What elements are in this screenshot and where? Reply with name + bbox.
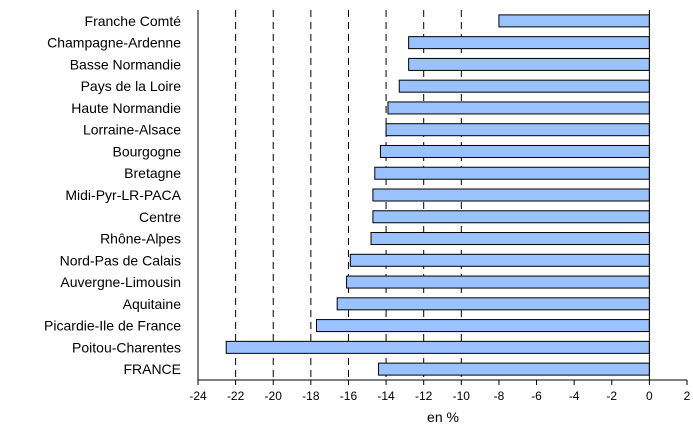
- x-tick-label: -2: [606, 389, 617, 403]
- bars: [225, 14, 650, 376]
- x-tick-label: -12: [415, 389, 433, 403]
- x-tick-label: -22: [227, 389, 245, 403]
- bar: [372, 188, 650, 202]
- category-label: Aquitaine: [123, 296, 182, 312]
- bar: [498, 14, 650, 28]
- bar: [387, 101, 650, 115]
- bar: [346, 275, 650, 289]
- x-tick-label: -16: [340, 389, 358, 403]
- category-label: Bourgogne: [112, 143, 181, 159]
- category-label: Poitou-Charentes: [72, 339, 181, 355]
- category-label: Champagne-Ardenne: [47, 35, 181, 51]
- category-label: Pays de la Loire: [81, 78, 182, 94]
- category-label: Haute Normandie: [71, 100, 181, 116]
- bar: [408, 36, 650, 50]
- x-axis-title: en %: [427, 409, 459, 425]
- category-label: Basse Normandie: [70, 56, 181, 72]
- category-label: Franche Comté: [85, 13, 182, 29]
- category-label: Centre: [139, 209, 181, 225]
- category-label: Bretagne: [124, 165, 181, 181]
- x-tick-label: 2: [684, 389, 691, 403]
- category-label: Rhône-Alpes: [100, 231, 181, 247]
- axes: [197, 10, 688, 385]
- bar: [315, 319, 650, 333]
- x-tick-label: -20: [265, 389, 283, 403]
- category-label: Midi-Pyr-LR-PACA: [65, 187, 181, 203]
- bar: [379, 144, 650, 158]
- category-label: Lorraine-Alsace: [83, 122, 181, 138]
- bar: [408, 57, 650, 71]
- x-tick-label: -18: [302, 389, 320, 403]
- x-tick-label: -6: [531, 389, 542, 403]
- bar: [385, 123, 650, 137]
- category-label: Nord-Pas de Calais: [60, 252, 181, 268]
- category-label: FRANCE: [123, 361, 181, 377]
- x-tick-label: -14: [377, 389, 395, 403]
- bar: [349, 253, 650, 267]
- x-tick-label: 0: [646, 389, 653, 403]
- bar: [378, 362, 650, 376]
- bar: [225, 340, 650, 354]
- x-tick-labels: -24 -22 -20 -18 -16 -14 -12 -10 -8 -6 -4 -2 0 2: [189, 389, 690, 403]
- category-label: Picardie-Ile de France: [44, 318, 181, 334]
- x-tick-label: -24: [189, 389, 207, 403]
- category-label: Auvergne-Limousin: [60, 274, 181, 290]
- x-tick-label: -8: [494, 389, 505, 403]
- category-labels: Franche Comté Champagne-Ardenne Basse Norm…: [44, 13, 182, 377]
- x-tick-label: -10: [453, 389, 471, 403]
- bar: [370, 232, 650, 246]
- bar: [372, 210, 650, 224]
- x-tick-label: -4: [569, 389, 580, 403]
- bar: [398, 79, 650, 93]
- bar: [336, 297, 650, 311]
- bar: [374, 166, 650, 180]
